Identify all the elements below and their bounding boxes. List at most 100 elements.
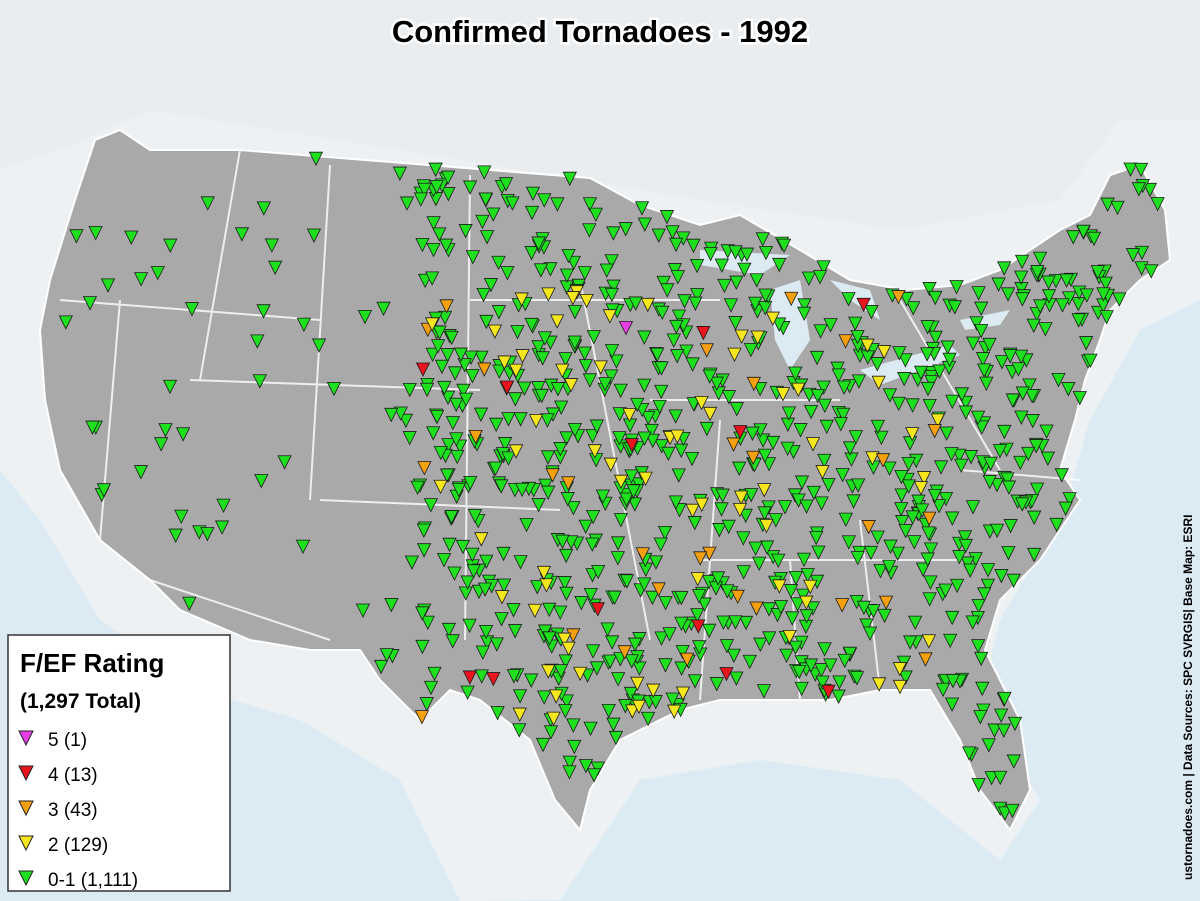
tornado-marker bbox=[626, 484, 641, 499]
tornado-marker bbox=[691, 619, 706, 634]
tornado-marker bbox=[628, 296, 643, 311]
tornado-marker bbox=[952, 448, 967, 464]
tornado-marker bbox=[658, 596, 673, 611]
tornado-marker bbox=[252, 374, 267, 389]
tornado-marker bbox=[577, 346, 592, 361]
legend-symbol bbox=[18, 765, 34, 782]
tornado-marker bbox=[613, 474, 629, 490]
tornado-marker bbox=[866, 604, 881, 619]
tornado-marker bbox=[567, 335, 583, 350]
tornado-marker bbox=[665, 225, 680, 240]
tornado-marker bbox=[617, 645, 632, 660]
tornado-marker bbox=[622, 408, 637, 423]
legend: F/EF Rating (1,297 Total) 5 (1) 4 (13) 3 (… bbox=[7, 634, 231, 892]
tornado-marker bbox=[589, 419, 605, 434]
tornado-marker bbox=[416, 543, 432, 558]
tornado-marker bbox=[702, 369, 717, 384]
tornado-marker bbox=[935, 682, 951, 698]
tornado-marker bbox=[702, 406, 718, 422]
tornado-marker bbox=[780, 441, 795, 457]
tornado-marker bbox=[463, 475, 478, 491]
tornado-marker bbox=[561, 641, 576, 657]
tornado-marker bbox=[831, 689, 846, 704]
tornado-marker bbox=[566, 501, 581, 516]
tornado-marker bbox=[927, 424, 942, 439]
tornado-marker bbox=[806, 485, 821, 501]
tornado-marker bbox=[903, 635, 918, 650]
tornado-marker bbox=[924, 374, 939, 390]
tornado-marker bbox=[264, 238, 279, 253]
tornado-marker bbox=[744, 488, 759, 503]
tornado-marker bbox=[1061, 382, 1076, 397]
tornado-marker bbox=[913, 481, 929, 496]
legend-subtitle: (1,297 Total) bbox=[20, 690, 141, 713]
tornado-marker bbox=[457, 358, 472, 373]
tornado-marker bbox=[796, 552, 812, 568]
tornado-marker bbox=[742, 654, 757, 670]
tornado-marker bbox=[765, 435, 781, 451]
tornado-marker bbox=[791, 382, 806, 398]
tornado-marker bbox=[1006, 573, 1021, 589]
tornado-marker bbox=[582, 223, 597, 238]
tornado-marker bbox=[1021, 446, 1036, 462]
tornado-marker bbox=[758, 245, 774, 261]
canada bbox=[0, 0, 1200, 230]
tornado-marker bbox=[849, 671, 865, 686]
tornado-marker bbox=[214, 520, 230, 535]
tornado-marker bbox=[437, 310, 453, 326]
tornado-marker bbox=[308, 151, 324, 167]
tornado-marker bbox=[922, 398, 937, 414]
tornado-marker bbox=[250, 334, 265, 349]
tornado-marker bbox=[355, 603, 371, 618]
tornado-marker bbox=[505, 196, 520, 211]
tornado-marker bbox=[501, 412, 516, 427]
tornado-marker bbox=[1054, 468, 1069, 483]
tornado-marker bbox=[560, 492, 575, 507]
tornado-marker bbox=[788, 640, 803, 656]
tornado-marker bbox=[486, 672, 501, 687]
tornado-marker bbox=[541, 287, 556, 302]
tornado-marker bbox=[590, 602, 605, 617]
tornado-marker bbox=[653, 537, 668, 552]
tornado-marker bbox=[430, 339, 446, 354]
tornado-marker bbox=[410, 480, 425, 496]
tornado-marker bbox=[540, 450, 556, 465]
tornado-marker bbox=[759, 540, 775, 555]
tornado-marker bbox=[277, 455, 292, 470]
tornado-marker bbox=[478, 192, 493, 207]
tornado-marker bbox=[835, 468, 850, 483]
tornado-marker bbox=[971, 778, 986, 793]
tornado-marker bbox=[860, 338, 875, 353]
tornado-marker bbox=[490, 706, 505, 721]
tornado-marker bbox=[817, 453, 832, 469]
tornado-marker bbox=[736, 565, 751, 580]
tornado-marker bbox=[993, 770, 1008, 786]
tornado-marker bbox=[1055, 298, 1070, 313]
tornado-marker bbox=[600, 622, 615, 637]
tornado-marker bbox=[256, 304, 271, 319]
tornado-marker bbox=[1086, 231, 1102, 247]
tornado-marker bbox=[834, 598, 850, 613]
tornado-marker bbox=[870, 357, 885, 372]
tornado-marker bbox=[659, 210, 675, 225]
tornado-marker bbox=[851, 374, 867, 389]
tornado-marker bbox=[1007, 716, 1023, 732]
tornado-marker bbox=[498, 177, 514, 192]
tornado-marker bbox=[980, 578, 996, 594]
tornado-marker bbox=[597, 377, 613, 392]
tornado-marker bbox=[753, 637, 768, 652]
tornado-marker bbox=[970, 410, 986, 426]
tornado-marker bbox=[477, 362, 492, 377]
tornado-marker bbox=[402, 382, 417, 398]
tornado-marker bbox=[553, 442, 568, 457]
tornado-marker bbox=[788, 366, 803, 381]
tornado-marker bbox=[514, 292, 529, 307]
tornado-marker bbox=[58, 315, 74, 330]
tornado-marker bbox=[981, 738, 996, 753]
tornado-marker bbox=[1015, 497, 1030, 512]
tornado-marker bbox=[882, 461, 897, 476]
tornado-marker bbox=[684, 451, 700, 467]
tornado-marker bbox=[693, 551, 708, 566]
tornado-marker bbox=[531, 498, 546, 513]
